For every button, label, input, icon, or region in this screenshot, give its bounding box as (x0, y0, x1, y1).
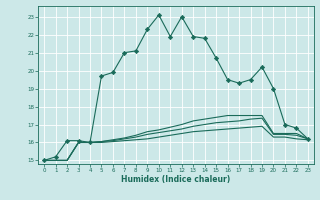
X-axis label: Humidex (Indice chaleur): Humidex (Indice chaleur) (121, 175, 231, 184)
